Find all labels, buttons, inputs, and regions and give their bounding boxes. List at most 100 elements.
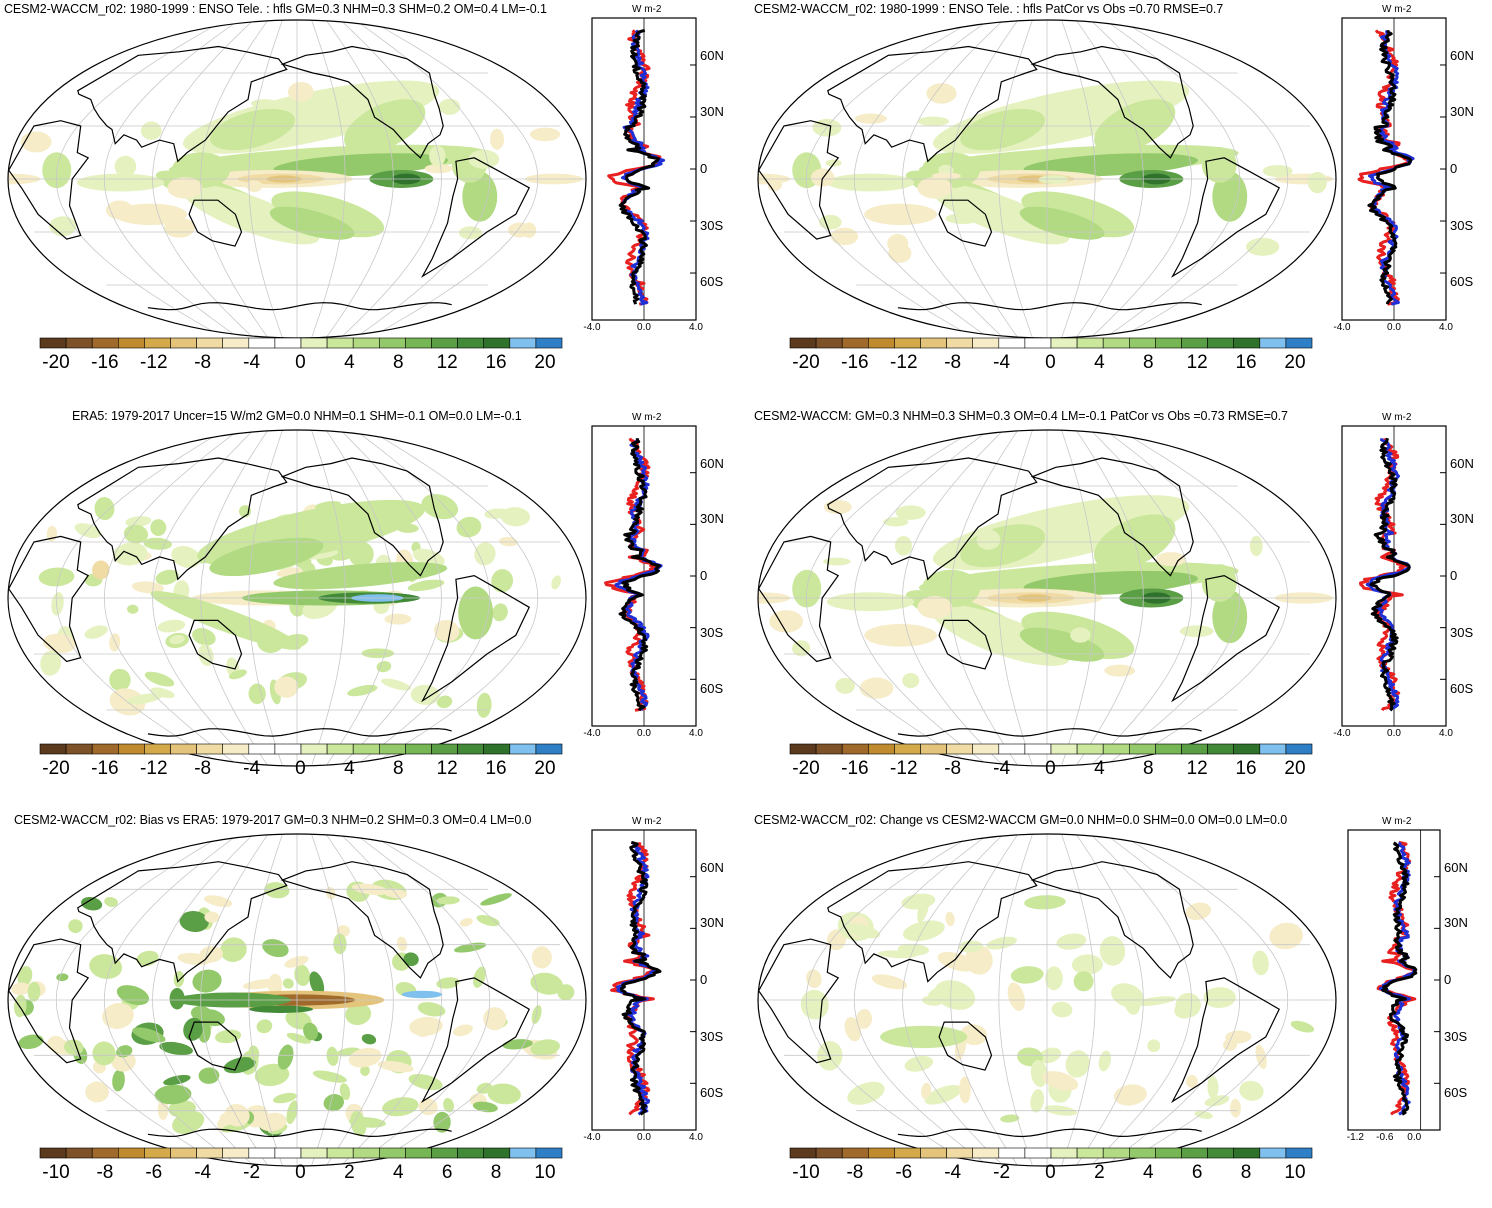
zonal-mean-plot: [1341, 425, 1447, 727]
lat-label: 0: [1450, 161, 1458, 176]
colorbar-label: -4: [243, 352, 261, 373]
zonal-tick: -4.0: [583, 322, 601, 333]
zonal-mean-plot: [591, 425, 697, 727]
zonal-mean-plot: [591, 17, 697, 321]
lat-label: 60N: [1450, 47, 1474, 63]
lat-label: 30N: [700, 915, 724, 930]
coastlines: [758, 45, 1280, 278]
zonal-tick: -0.6: [1376, 1132, 1394, 1143]
coastlines: [8, 457, 530, 703]
panel-change: CESM2-WACCM_r02: Change vs CESM2-WACCM G…: [750, 808, 1492, 1208]
colorbar-label: -8: [846, 1162, 864, 1183]
colorbar-label: -20: [42, 352, 70, 373]
map-change: [757, 833, 1337, 1167]
lat-label: 0: [700, 161, 708, 176]
units-label: W m-2: [1382, 4, 1412, 15]
map-bias: [7, 833, 587, 1167]
map-model-mean: [7, 19, 587, 339]
colorbar-label: 0: [1045, 352, 1056, 373]
colorbar-label: -8: [96, 1162, 114, 1183]
lat-label: 60S: [700, 680, 724, 696]
lat-label: 0: [700, 972, 708, 987]
colorbar-label: 0: [295, 1162, 306, 1183]
panel-era5: ERA5: 1979-2017 Uncer=15 W/m2 GM=0.0 NHM…: [0, 404, 742, 804]
colorbar-label: -16: [91, 352, 119, 373]
lat-label: 0: [1444, 972, 1452, 987]
coastlines: [8, 861, 530, 1104]
lat-label: 30S: [1450, 625, 1474, 640]
colorbar-label: 20: [534, 758, 556, 779]
lat-label: 30N: [700, 103, 724, 119]
zonal-tick: 4.0: [689, 1132, 703, 1143]
colorbar-label: 8: [490, 1162, 502, 1183]
colorbar-label: 0: [1045, 1162, 1056, 1183]
colorbar-label: -12: [890, 758, 918, 779]
panel-model-patcor: CESM2-WACCM_r02: 1980-1999 : ENSO Tele. …: [750, 0, 1492, 400]
lat-label: 30S: [700, 1029, 724, 1044]
colorbar-label: -8: [194, 352, 212, 373]
zonal-tick: -4.0: [583, 1132, 601, 1143]
colorbar-label: -16: [841, 352, 869, 373]
colorbar-label: 6: [1191, 1162, 1203, 1183]
colorbar-label: -20: [792, 758, 820, 779]
colorbar-label: -6: [895, 1162, 913, 1183]
lat-label: 60S: [700, 274, 724, 290]
colorbar-label: 0: [1045, 758, 1056, 779]
colorbar-label: 10: [534, 1162, 556, 1183]
colorbar-label: 2: [344, 1162, 355, 1183]
colorbar-label: 10: [1284, 1162, 1306, 1183]
colorbar-label: -10: [42, 1162, 70, 1183]
colorbar-label: 12: [436, 352, 458, 373]
colorbar-label: 4: [392, 1162, 404, 1183]
colorbar: [39, 743, 563, 755]
units-label: W m-2: [632, 4, 662, 15]
colorbar: [39, 337, 563, 349]
contour-fill: [800, 893, 1315, 1123]
colorbar-label: 16: [1235, 758, 1257, 779]
units-label: W m-2: [632, 412, 662, 423]
colorbar-label: -4: [944, 1162, 962, 1183]
colorbar-label: -20: [42, 758, 70, 779]
map-border: [7, 833, 587, 1167]
colorbar-label: 4: [344, 352, 355, 373]
colorbar-label: -4: [243, 758, 261, 779]
lat-label: 60S: [1444, 1084, 1468, 1100]
lat-label: 30N: [1450, 511, 1474, 526]
colorbar-label: -6: [145, 1162, 163, 1183]
lat-label: 30S: [700, 218, 724, 234]
lat-label: 60N: [700, 47, 724, 63]
lat-label: 60N: [1450, 455, 1474, 471]
lat-label: 0: [1450, 568, 1458, 583]
colorbar-label: 4: [1094, 758, 1105, 779]
zonal-tick: 0.0: [637, 322, 651, 333]
zonal-tick: 4.0: [1439, 728, 1453, 739]
panel-bias: CESM2-WACCM_r02: Bias vs ERA5: 1979-2017…: [0, 808, 742, 1208]
zonal-tick: 0.0: [637, 1132, 651, 1143]
lat-label: 30N: [1450, 103, 1474, 119]
colorbar-label: -16: [91, 758, 119, 779]
colorbar-label: -20: [792, 352, 820, 373]
panel-title: CESM2-WACCM_r02: Change vs CESM2-WACCM G…: [754, 813, 1288, 827]
lat-label: 30S: [700, 625, 724, 640]
colorbar-label: 8: [392, 758, 404, 779]
zonal-mean-plot: [1347, 829, 1441, 1131]
panel-title: CESM2-WACCM_r02: Bias vs ERA5: 1979-2017…: [14, 813, 532, 827]
zonal-mean-plot: [1341, 17, 1447, 321]
zonal-tick: -1.2: [1346, 1132, 1364, 1143]
map-border: [7, 429, 587, 767]
colorbar: [789, 1147, 1313, 1159]
units-label: W m-2: [632, 816, 662, 827]
colorbar-label: -2: [243, 1162, 261, 1183]
colorbar-label: 20: [1284, 352, 1306, 373]
lat-label: 60S: [1450, 274, 1474, 290]
colorbar-label: -12: [890, 352, 918, 373]
colorbar-label: -8: [944, 352, 962, 373]
colorbar-label: -16: [841, 758, 869, 779]
panel-model-mean: CESM2-WACCM_r02: 1980-1999 : ENSO Tele. …: [0, 0, 742, 400]
units-label: W m-2: [1382, 412, 1412, 423]
colorbar-label: 4: [1142, 1162, 1154, 1183]
zonal-mean-plot: [591, 829, 697, 1131]
colorbar-label: 4: [1094, 352, 1105, 373]
colorbar-label: -2: [993, 1162, 1011, 1183]
panel-title: CESM2-WACCM_r02: 1980-1999 : ENSO Tele. …: [4, 2, 547, 16]
